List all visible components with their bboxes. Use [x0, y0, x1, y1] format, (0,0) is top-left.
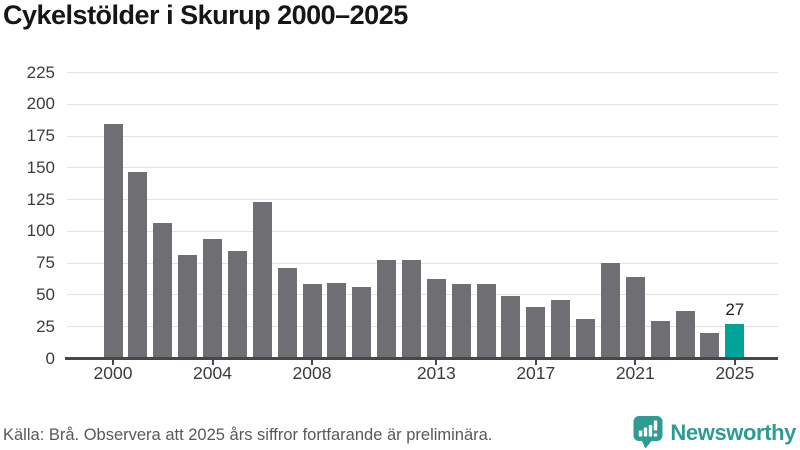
- y-axis-tick-label: 125: [26, 189, 55, 209]
- x-axis-tick: [733, 359, 736, 365]
- bar-2025: [725, 323, 745, 358]
- y-axis-tick-label: 150: [26, 157, 55, 177]
- bar-2017: [526, 307, 546, 358]
- bar-2007: [277, 267, 297, 358]
- y-axis-tick-label: 75: [36, 253, 55, 273]
- x-axis-tick-label: 2008: [292, 363, 332, 383]
- x-axis-tick-label: 2000: [93, 363, 133, 383]
- bar-2003: [178, 255, 198, 358]
- bar-2022: [650, 321, 670, 358]
- bar-2013: [426, 279, 446, 358]
- footer: Källa: Brå. Observera att 2025 års siffr…: [0, 414, 800, 450]
- bar-2006: [252, 201, 272, 358]
- bar-2000: [103, 124, 123, 358]
- x-axis-tick-label: 2025: [715, 363, 755, 383]
- highlight-value-label: 27: [725, 299, 745, 319]
- x-axis-tick: [634, 359, 637, 365]
- y-gridline: [67, 230, 778, 232]
- x-axis-tick-label: 2004: [193, 363, 232, 383]
- x-axis-tick-label: 2017: [516, 363, 556, 383]
- bar-2021: [625, 276, 645, 358]
- bar-2001: [128, 172, 148, 358]
- bar-2020: [600, 262, 620, 358]
- bar-2004: [203, 238, 222, 358]
- y-gridline: [67, 103, 778, 105]
- bar-2008: [302, 284, 322, 358]
- bar-2002: [153, 223, 173, 358]
- bar-2023: [675, 311, 695, 358]
- y-axis-tick-label: 25: [36, 316, 55, 336]
- x-axis-tick-label: 2021: [615, 363, 655, 383]
- x-axis-tick: [311, 359, 313, 365]
- y-axis-tick-label: 225: [26, 62, 55, 82]
- bar-2014: [451, 284, 471, 358]
- source-note: Källa: Brå. Observera att 2025 års siffr…: [3, 426, 493, 444]
- y-gridline: [67, 262, 778, 264]
- brand-name: Newsworthy: [670, 419, 796, 445]
- chart-title: Cykelstölder i Skurup 2000–2025: [3, 0, 408, 30]
- y-gridline: [67, 326, 778, 328]
- x-axis-tick-label: 2013: [416, 363, 456, 383]
- newsworthy-logo: Newsworthy: [633, 416, 796, 449]
- bar-chart-plot-area: 0 25 50 75 100 125 150 175 200 225 27 2000 2004 2008 2…: [26, 62, 778, 383]
- bar-2012: [401, 260, 421, 358]
- y-axis-tick-label: 175: [26, 126, 55, 146]
- bar-2015: [476, 284, 496, 358]
- y-axis-tick-label: 200: [26, 94, 55, 114]
- y-gridline: [67, 135, 778, 137]
- newsworthy-chart-bubble-icon: [633, 416, 663, 449]
- bar-2018: [551, 299, 571, 358]
- y-gridline: [67, 294, 778, 296]
- y-axis-tick-label: 100: [26, 221, 55, 241]
- bar-2024: [700, 332, 720, 358]
- y-gridline: [67, 72, 778, 73]
- x-axis-tick: [534, 359, 537, 365]
- y-axis-tick-label: 0: [45, 348, 55, 368]
- y-axis-tick-label: 50: [36, 284, 55, 304]
- bar-2011: [377, 260, 397, 358]
- x-axis-tick: [435, 359, 438, 365]
- bar-2019: [576, 318, 595, 358]
- bar-2009: [327, 283, 347, 358]
- y-gridline: [67, 167, 778, 169]
- x-axis-tick: [211, 359, 214, 365]
- bar-2010: [352, 286, 372, 358]
- y-gridline: [67, 199, 778, 201]
- x-axis-line: [65, 357, 778, 360]
- bar-2016: [501, 295, 521, 358]
- x-axis-tick: [112, 359, 114, 365]
- bar-2005: [227, 251, 247, 358]
